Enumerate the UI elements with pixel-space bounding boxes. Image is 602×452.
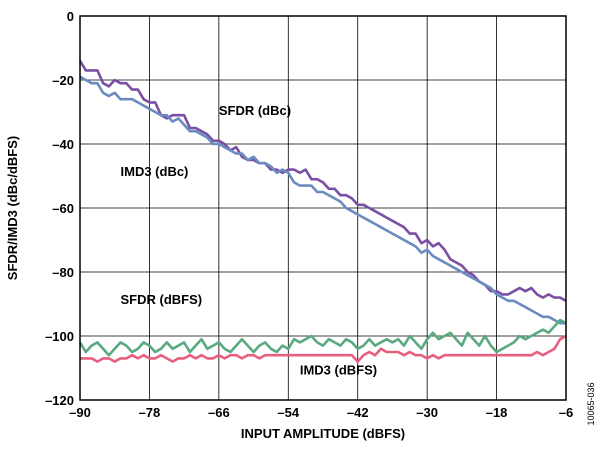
series-annotation: IMD3 (dBFS) [300, 362, 377, 377]
y-axis-label: SFDR/IMD3 (dBc/dBFS) [5, 136, 20, 280]
figure-id: 10065-036 [586, 382, 596, 425]
data-series [78, 60, 567, 363]
y-tick-label: –80 [52, 265, 74, 280]
x-tick-label: –30 [416, 405, 438, 420]
y-tick-label: –120 [45, 393, 74, 408]
x-tick-labels: –90 –78 –66 –54 –42 –30 –18 –6 [69, 405, 573, 420]
x-axis-label: INPUT AMPLITUDE (dBFS) [241, 426, 405, 441]
y-tick-label: –20 [52, 73, 74, 88]
x-tick-label: –90 [69, 405, 91, 420]
x-tick-label: –78 [139, 405, 161, 420]
y-tick-label: 0 [67, 9, 74, 24]
y-tick-label: –60 [52, 201, 74, 216]
series-annotation: SFDR (dBc) [219, 103, 291, 118]
series-line-3 [80, 334, 567, 363]
annotations: SFDR (dBc) IMD3 (dBc) SFDR (dBFS) IMD3 (dBF… [121, 103, 378, 377]
x-tick-label: –42 [347, 405, 369, 420]
grid-lines [79, 15, 567, 401]
plot-frame [79, 15, 567, 401]
series-line-1 [79, 75, 566, 325]
x-tick-label: –18 [486, 405, 508, 420]
series-annotation: IMD3 (dBc) [121, 164, 189, 179]
series-annotation: SFDR (dBFS) [121, 292, 203, 307]
series-line-0 [78, 60, 567, 302]
y-tick-labels: 0 –20 –40 –60 –80 –100 –120 [45, 9, 74, 408]
series-line-2 [78, 318, 567, 357]
x-tick-label: –54 [277, 405, 299, 420]
x-tick-label: –66 [208, 405, 230, 420]
y-tick-label: –100 [45, 329, 74, 344]
y-tick-label: –40 [52, 137, 74, 152]
x-tick-label: –6 [559, 405, 573, 420]
